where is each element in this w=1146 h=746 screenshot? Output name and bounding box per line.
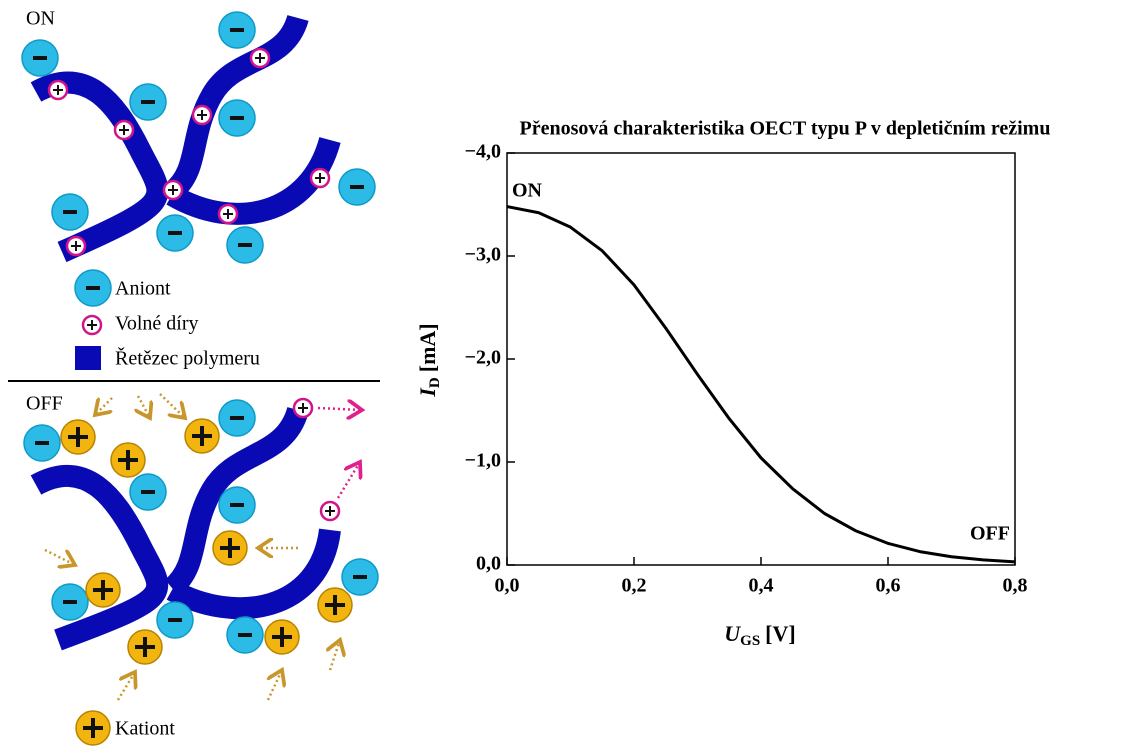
y-tick-label: −4,0 [465, 141, 501, 163]
data-line [506, 205, 1016, 564]
arrow [317, 408, 362, 410]
anion-icon [156, 214, 194, 252]
x-tick-label: 0,8 [1003, 575, 1028, 597]
anion-icon [23, 424, 61, 462]
hole-icon [292, 397, 314, 419]
off-label: OFF [26, 393, 63, 415]
x-label-symbol: U [724, 621, 741, 646]
y-tick-label: −3,0 [465, 244, 501, 266]
arrow [336, 462, 360, 499]
y-tick-label: 0,0 [476, 553, 501, 575]
plot-frame [506, 152, 1016, 566]
anion-icon [51, 193, 89, 231]
legend-label: Volné díry [115, 313, 199, 335]
x-label-subscript: GS [740, 633, 760, 649]
legend-label: Kationt [115, 718, 175, 740]
anion-icon [218, 99, 256, 137]
legend-label: Řetězec polymeru [115, 347, 260, 370]
anion-icon [226, 226, 264, 264]
x-label-unit: [V] [765, 621, 796, 646]
cation-icon [184, 418, 220, 454]
x-axis-label: UGS [V] [724, 621, 795, 649]
annotation: ON [512, 180, 543, 202]
hole-icon [65, 235, 87, 257]
cation-icon [75, 710, 111, 746]
y-label-unit: [mA] [415, 323, 440, 372]
polymer-chain [164, 406, 309, 597]
polymer-chain [30, 71, 169, 263]
x-tick-label: 0,2 [622, 575, 647, 597]
chart: Přenosová charakteristika OECT typu P v … [415, 118, 1050, 650]
anion-icon [74, 269, 112, 307]
anion-icon [218, 399, 256, 437]
arrow [138, 395, 150, 418]
diagram: ON OFF Aniont Volné díry Řetězec polymer… [8, 8, 380, 746]
arrow [330, 640, 340, 671]
chart-title: Přenosová charakteristika OECT typu P v … [520, 118, 1051, 140]
y-label-subscript: D [427, 377, 443, 388]
polymer-chain [166, 528, 341, 620]
cation-icon [317, 587, 353, 623]
hole-icon [309, 167, 331, 189]
cation-icon [110, 442, 146, 478]
anion-icon [129, 83, 167, 121]
legend-swatch [75, 346, 101, 370]
arrow [44, 548, 75, 565]
cation-icon [60, 419, 96, 455]
x-tick-label: 0,0 [495, 575, 520, 597]
hole-icon [217, 203, 239, 225]
anion-icon [21, 39, 59, 77]
arrow [159, 393, 185, 418]
anion-icon [338, 168, 376, 206]
y-label-symbol: I [415, 387, 440, 398]
y-tick-label: −1,0 [465, 450, 501, 472]
hole-icon [249, 47, 271, 69]
anion-icon [218, 486, 256, 524]
hole-icon [47, 79, 69, 101]
anion-icon [129, 473, 167, 511]
cation-icon [212, 530, 248, 566]
y-axis-label: ID [mA] [415, 323, 443, 397]
polymer-chain [164, 14, 309, 201]
arrow [95, 397, 113, 415]
arrow [268, 670, 282, 701]
x-tick-label: 0,6 [876, 575, 901, 597]
y-tick-label: −2,0 [465, 347, 501, 369]
hole-icon [319, 500, 341, 522]
annotation: OFF [970, 523, 1010, 545]
hole-icon [81, 314, 103, 336]
anion-icon [341, 558, 379, 596]
cation-icon [264, 619, 300, 655]
anion-icon [218, 11, 256, 49]
hole-icon [191, 104, 213, 126]
on-label: ON [26, 8, 55, 30]
icons [21, 11, 379, 746]
hole-icon [113, 119, 135, 141]
hole-icon [162, 179, 184, 201]
cation-icon [127, 629, 163, 665]
polymer-chain [30, 464, 169, 651]
x-tick-label: 0,4 [749, 575, 774, 597]
anion-icon [156, 601, 194, 639]
anion-icon [51, 583, 89, 621]
cation-icon [85, 572, 121, 608]
legend-label: Aniont [115, 278, 171, 300]
anion-icon [226, 616, 264, 654]
polymer-chain [166, 136, 341, 225]
arrow [116, 672, 135, 701]
